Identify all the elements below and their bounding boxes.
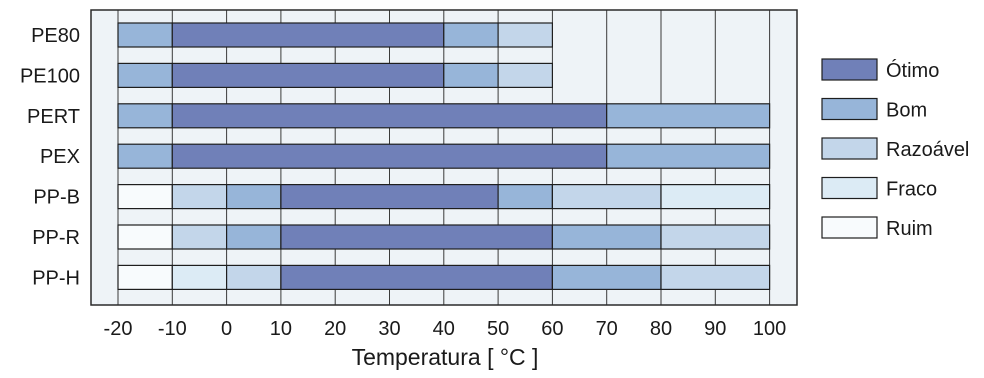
category-label: PERT <box>27 106 80 128</box>
legend-swatch-fraco <box>821 176 878 200</box>
bar-segment-pp-r-otimo <box>280 224 553 250</box>
x-tick-label: 90 <box>704 318 726 340</box>
bar-segment-pp-h-razoavel <box>226 264 282 290</box>
x-tick-labels: -20 -10 0 10 20 30 40 50 60 70 80 90 100 <box>104 318 787 340</box>
x-tick-label: -20 <box>104 318 133 340</box>
bar-segment-pe80-razoavel <box>497 22 554 48</box>
bar-segment-pp-h-bom <box>551 264 662 290</box>
bar-segment-pe80-otimo <box>171 22 445 48</box>
x-tick-label: 100 <box>753 318 786 340</box>
legend-label-otimo: Ótimo <box>886 59 939 82</box>
legend-label-fraco: Fraco <box>886 179 937 201</box>
x-tick-label: 0 <box>221 318 232 340</box>
bar-segment-pe80-bom <box>117 22 173 48</box>
bar-segment-pe100-bom <box>443 62 499 89</box>
bar-segment-pert-otimo <box>171 103 608 129</box>
x-tick-label: 10 <box>270 318 292 340</box>
legend-label-razoavel: Razoável <box>886 139 969 161</box>
x-tick-label: 30 <box>378 318 400 340</box>
x-tick-label: 80 <box>650 318 672 340</box>
x-tick-label: 50 <box>487 318 509 340</box>
category-labels: PE80 PE100 PERT PEX PP-B PP-R PP-H <box>20 25 80 289</box>
bar-segment-pp-r-razoavel <box>171 224 228 250</box>
bar-segment-pp-h-fraco <box>171 264 228 290</box>
legend: Ótimo Bom Razoável Fraco Ruim <box>821 58 969 240</box>
bar-segment-pp-h-otimo <box>280 264 553 290</box>
bar-segment-pe100-otimo <box>171 62 445 89</box>
bar-segment-pp-r-bom <box>551 224 662 250</box>
bar-segment-pp-b-ruim <box>117 184 173 210</box>
x-tick-label: 40 <box>433 318 455 340</box>
bar-segment-pp-h-razoavel <box>660 264 771 290</box>
bar-segment-pex-bom <box>117 143 173 169</box>
bar-segment-pp-r-bom <box>226 224 282 250</box>
bar-segment-pp-b-bom <box>226 184 282 210</box>
bars <box>117 22 771 290</box>
x-axis-label: Temperatura [ °C ] <box>352 344 539 370</box>
bar-segment-pp-b-razoavel <box>171 184 228 210</box>
legend-swatch-razoavel <box>821 137 878 160</box>
x-tick-label: 20 <box>324 318 346 340</box>
bar-segment-pp-b-otimo <box>280 184 499 210</box>
plot-frame <box>90 9 798 306</box>
category-label: PE100 <box>20 65 80 87</box>
bar-segment-pe100-bom <box>117 62 173 89</box>
bar-segment-pp-r-razoavel <box>660 224 771 250</box>
bar-segment-pp-b-fraco <box>660 184 771 210</box>
bar-segment-pp-r-ruim <box>117 224 173 250</box>
category-label: PP-H <box>32 267 80 289</box>
bar-segment-pert-bom <box>606 103 771 129</box>
bar-segment-pp-h-ruim <box>117 264 173 290</box>
bar-segment-pex-otimo <box>171 143 608 169</box>
x-tick-label: 60 <box>541 318 563 340</box>
bar-segment-pex-bom <box>606 143 771 169</box>
x-tick-label: -10 <box>158 318 187 340</box>
x-tick-label: 70 <box>596 318 618 340</box>
category-label: PP-R <box>32 227 80 249</box>
legend-swatch-otimo <box>821 58 878 81</box>
legend-label-ruim: Ruim <box>886 218 933 240</box>
category-label: PE80 <box>31 25 80 47</box>
plot-border <box>90 9 798 306</box>
category-label: PEX <box>40 146 80 168</box>
category-label: PP-B <box>33 187 80 209</box>
legend-swatch-bom <box>821 97 878 121</box>
legend-swatch-ruim <box>821 216 878 239</box>
bar-segment-pe100-razoavel <box>497 62 554 89</box>
bar-segment-pp-b-bom <box>497 184 554 210</box>
bar-segment-pp-b-razoavel <box>551 184 662 210</box>
legend-label-bom: Bom <box>886 100 927 122</box>
bar-segment-pert-bom <box>117 103 173 129</box>
bar-segment-pe80-bom <box>443 22 499 48</box>
